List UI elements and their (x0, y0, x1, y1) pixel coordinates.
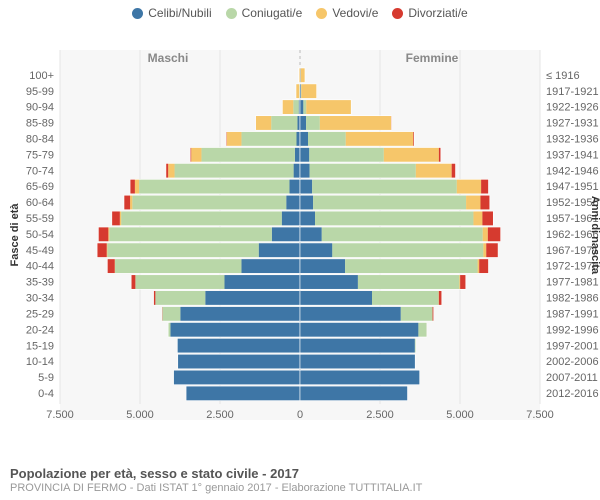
svg-text:0-4: 0-4 (38, 388, 54, 400)
footer-title: Popolazione per età, sesso e stato civil… (10, 466, 590, 481)
svg-text:7.500: 7.500 (526, 409, 554, 421)
svg-text:45-49: 45-49 (26, 245, 54, 257)
legend: Celibi/Nubili Coniugati/e Vedovi/e Divorzia… (0, 0, 600, 20)
legend-item: Divorziati/e (392, 6, 467, 20)
svg-text:1937-1941: 1937-1941 (546, 149, 599, 161)
svg-text:2.500: 2.500 (366, 409, 394, 421)
svg-text:1932-1936: 1932-1936 (546, 133, 599, 145)
svg-text:1977-1981: 1977-1981 (546, 277, 599, 289)
legend-swatch (132, 8, 143, 19)
svg-text:5-9: 5-9 (38, 372, 54, 384)
svg-text:Fasce di età: Fasce di età (9, 203, 21, 267)
svg-text:85-89: 85-89 (26, 118, 54, 130)
svg-text:7.500: 7.500 (46, 409, 74, 421)
svg-text:1987-1991: 1987-1991 (546, 308, 599, 320)
svg-text:1927-1931: 1927-1931 (546, 118, 599, 130)
svg-text:1992-1996: 1992-1996 (546, 324, 599, 336)
svg-text:Anni di nascita: Anni di nascita (589, 196, 600, 275)
svg-text:Maschi: Maschi (148, 51, 189, 65)
svg-text:Femmine: Femmine (406, 51, 459, 65)
svg-text:0: 0 (297, 409, 303, 421)
legend-item: Coniugati/e (226, 6, 303, 20)
svg-text:1997-2001: 1997-2001 (546, 340, 599, 352)
svg-text:1942-1946: 1942-1946 (546, 165, 599, 177)
svg-text:5.000: 5.000 (126, 409, 154, 421)
legend-item: Vedovi/e (316, 6, 378, 20)
svg-text:1947-1951: 1947-1951 (546, 181, 599, 193)
svg-text:10-14: 10-14 (26, 356, 54, 368)
footer-sub: PROVINCIA DI FERMO - Dati ISTAT 1° genna… (10, 482, 590, 494)
svg-text:55-59: 55-59 (26, 213, 54, 225)
svg-text:≤ 1916: ≤ 1916 (546, 70, 580, 82)
svg-text:20-24: 20-24 (26, 324, 54, 336)
svg-text:65-69: 65-69 (26, 181, 54, 193)
legend-label: Vedovi/e (332, 6, 378, 20)
chart-container: Celibi/Nubili Coniugati/e Vedovi/e Divorzia… (0, 0, 600, 500)
svg-text:25-29: 25-29 (26, 308, 54, 320)
svg-text:95-99: 95-99 (26, 86, 54, 98)
svg-text:50-54: 50-54 (26, 229, 54, 241)
svg-text:2002-2006: 2002-2006 (546, 356, 599, 368)
legend-swatch (316, 8, 327, 19)
svg-text:60-64: 60-64 (26, 197, 54, 209)
legend-label: Coniugati/e (242, 6, 303, 20)
svg-text:30-34: 30-34 (26, 293, 54, 305)
legend-swatch (226, 8, 237, 19)
legend-label: Celibi/Nubili (148, 6, 211, 20)
svg-text:40-44: 40-44 (26, 261, 54, 273)
svg-text:80-84: 80-84 (26, 133, 54, 145)
chart-area: Maschi Femmine 100+ ≤ 1916 95-99 1917-1921 90-… (0, 20, 600, 440)
population-pyramid: MaschiFemmine100+≤ 191695-991917-192190-… (60, 50, 540, 420)
legend-label: Divorziati/e (408, 6, 467, 20)
svg-text:35-39: 35-39 (26, 277, 54, 289)
svg-text:90-94: 90-94 (26, 102, 54, 114)
svg-text:2.500: 2.500 (206, 409, 234, 421)
svg-text:1917-1921: 1917-1921 (546, 86, 599, 98)
svg-text:1982-1986: 1982-1986 (546, 293, 599, 305)
footer: Popolazione per età, sesso e stato civil… (10, 466, 590, 494)
svg-text:15-19: 15-19 (26, 340, 54, 352)
svg-text:2007-2011: 2007-2011 (546, 372, 598, 384)
svg-text:75-79: 75-79 (26, 149, 54, 161)
legend-item: Celibi/Nubili (132, 6, 211, 20)
svg-text:1922-1926: 1922-1926 (546, 102, 599, 114)
legend-swatch (392, 8, 403, 19)
svg-text:70-74: 70-74 (26, 165, 54, 177)
svg-text:2012-2016: 2012-2016 (546, 388, 599, 400)
svg-text:5.000: 5.000 (446, 409, 474, 421)
svg-text:100+: 100+ (29, 70, 54, 82)
